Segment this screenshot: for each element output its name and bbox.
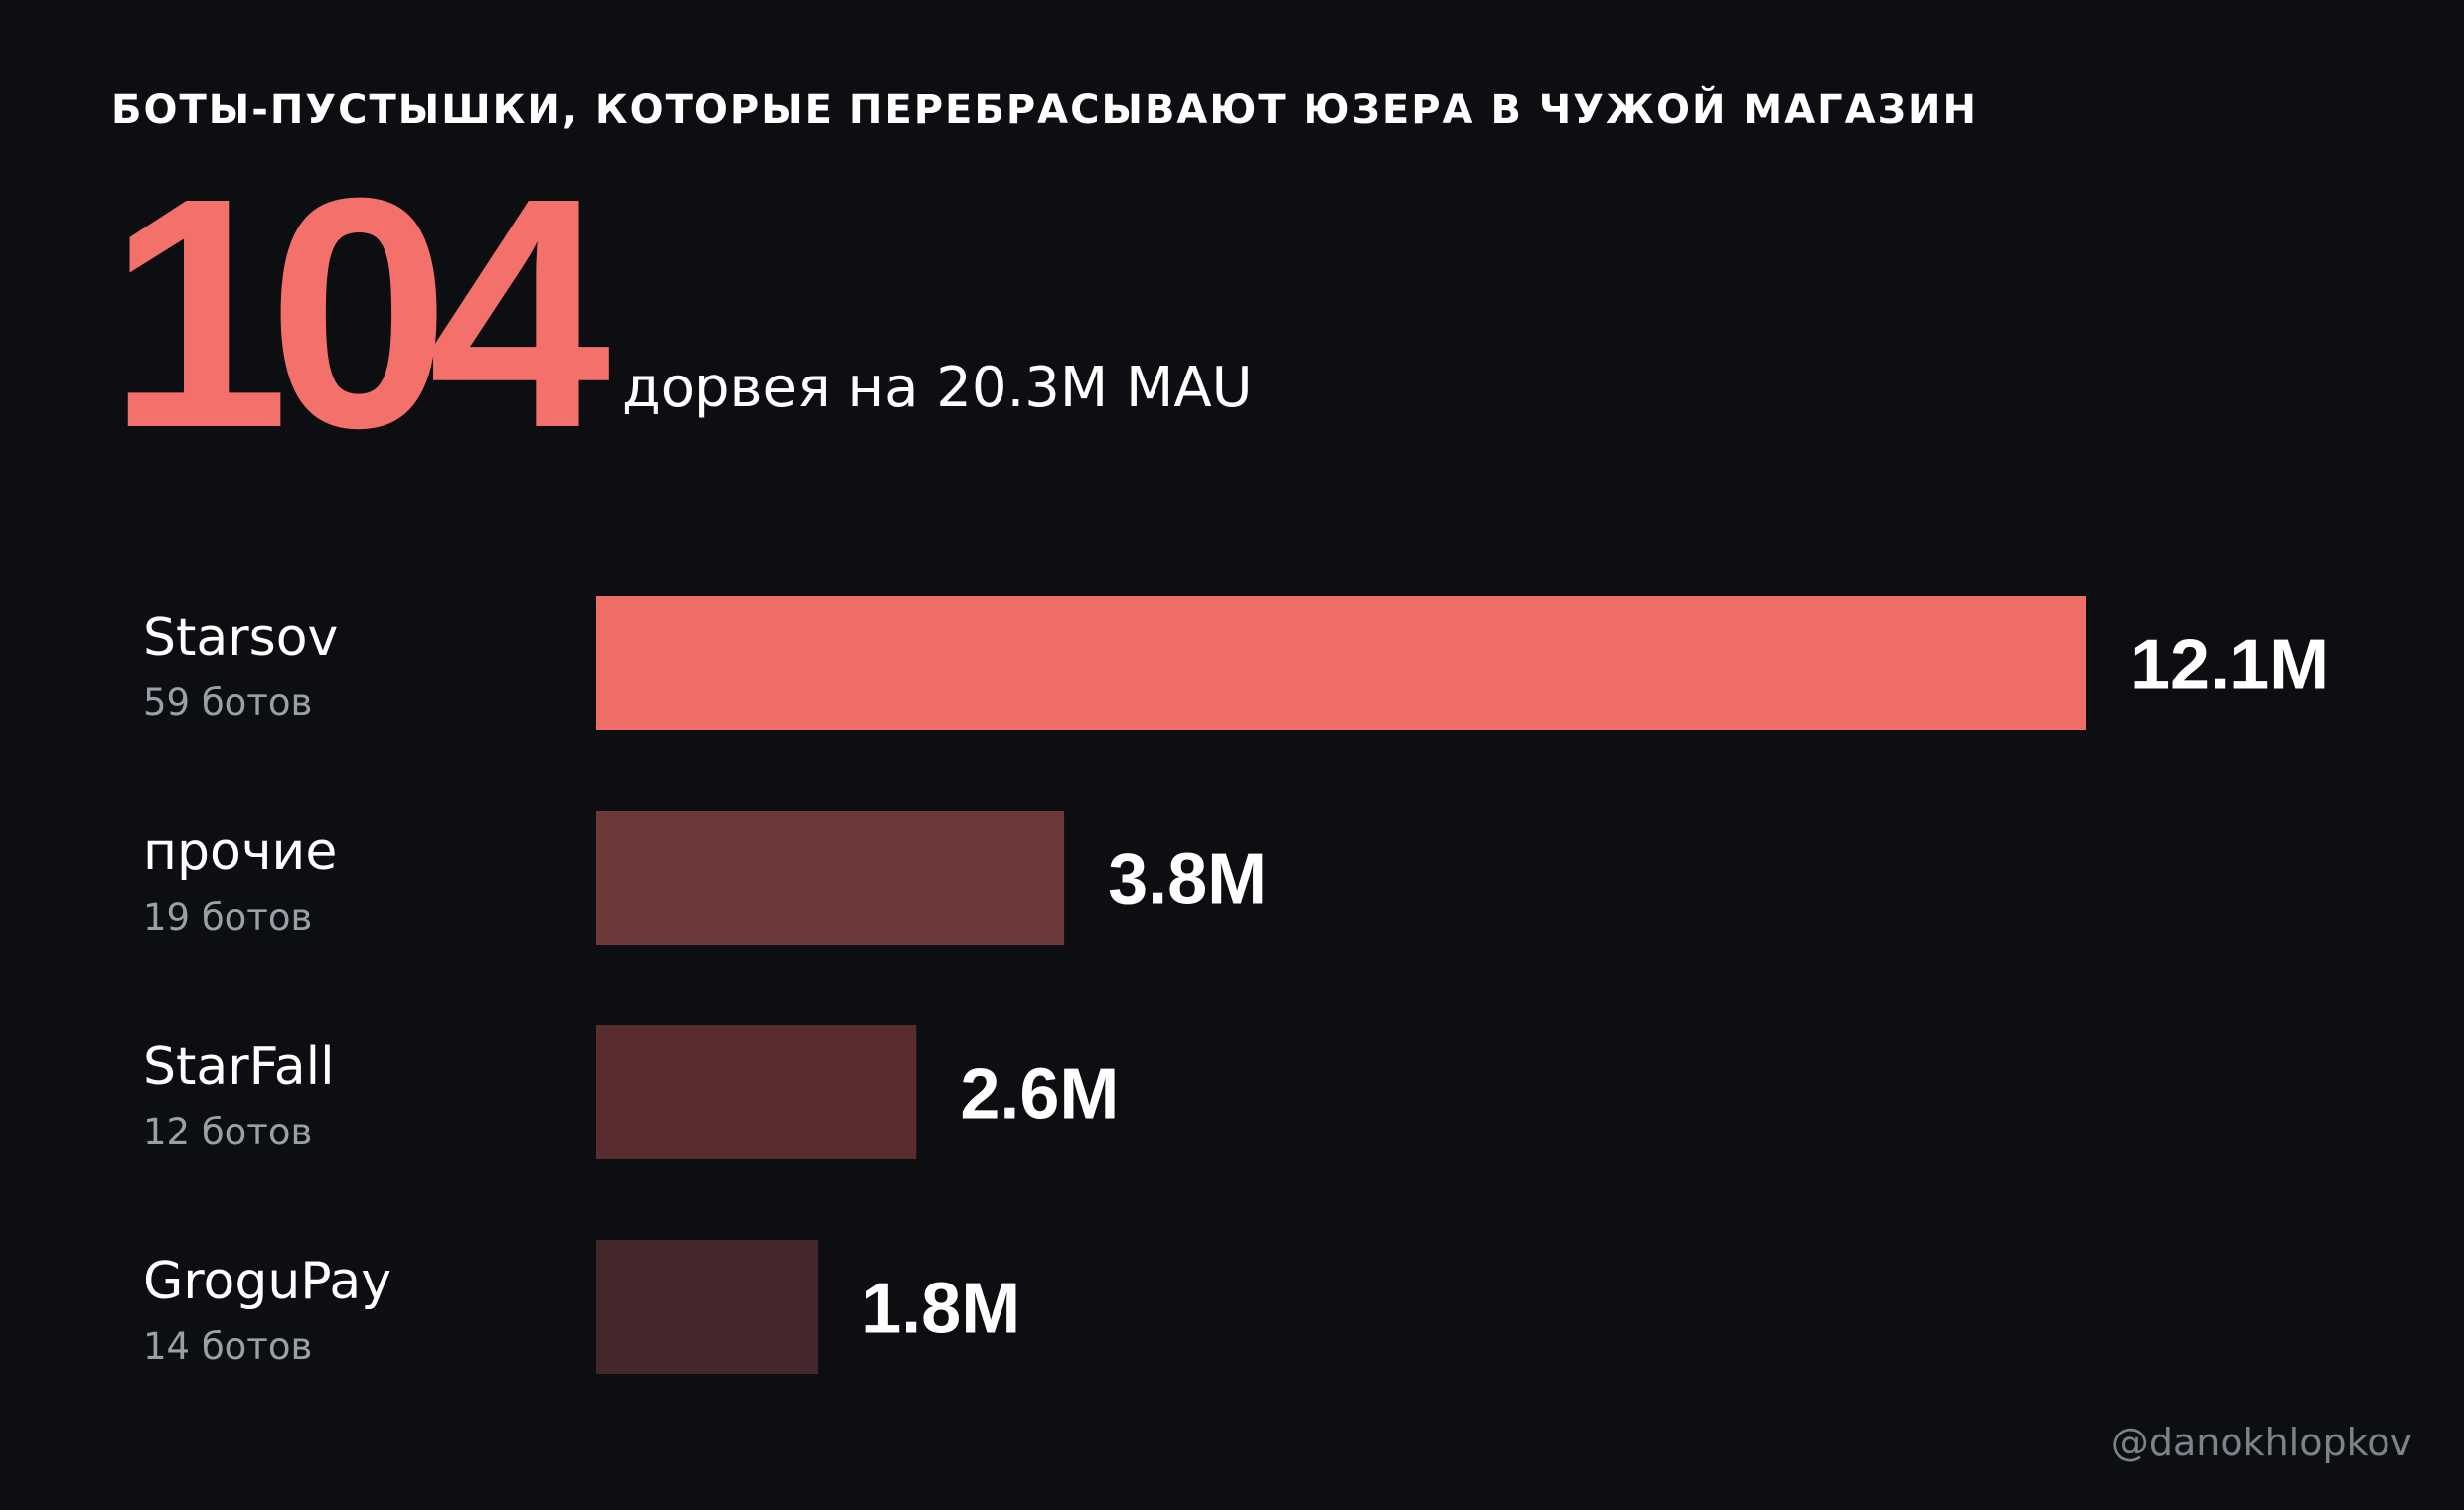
row-sub-starsov: 59 ботов (143, 681, 313, 724)
row-name-starsov: Starsov (143, 608, 339, 668)
bar-value-label-3: 1.8M (861, 1270, 1020, 1349)
bar-value-label-0: 12.1M (2130, 626, 2329, 705)
bar-3 (596, 1240, 819, 1374)
row-name-other: прочие (143, 823, 338, 882)
row-name-grogupay: GroguPay (143, 1252, 391, 1311)
headline-number: 104 (107, 129, 611, 496)
row-sub-starfall: 12 ботов (143, 1111, 313, 1153)
bar-value-label-1: 3.8M (1108, 840, 1267, 920)
row-sub-other: 19 ботов (143, 896, 313, 939)
headline-caption: дорвея на 20.3M MAU (622, 356, 1253, 420)
bar-0 (596, 596, 2086, 730)
row-name-starfall: StarFall (143, 1037, 335, 1097)
bar-value-label-2: 2.6M (960, 1055, 1119, 1134)
row-sub-grogupay: 14 ботов (143, 1325, 313, 1368)
bar-1 (596, 811, 1065, 945)
author-watermark: @danokhlopkov (2110, 1421, 2412, 1464)
bar-2 (596, 1025, 917, 1159)
chart-title: БОТЫ-ПУСТЫШКИ, КОТОРЫЕ ПЕРЕБРАСЫВАЮТ ЮЗЕ… (111, 87, 1978, 133)
